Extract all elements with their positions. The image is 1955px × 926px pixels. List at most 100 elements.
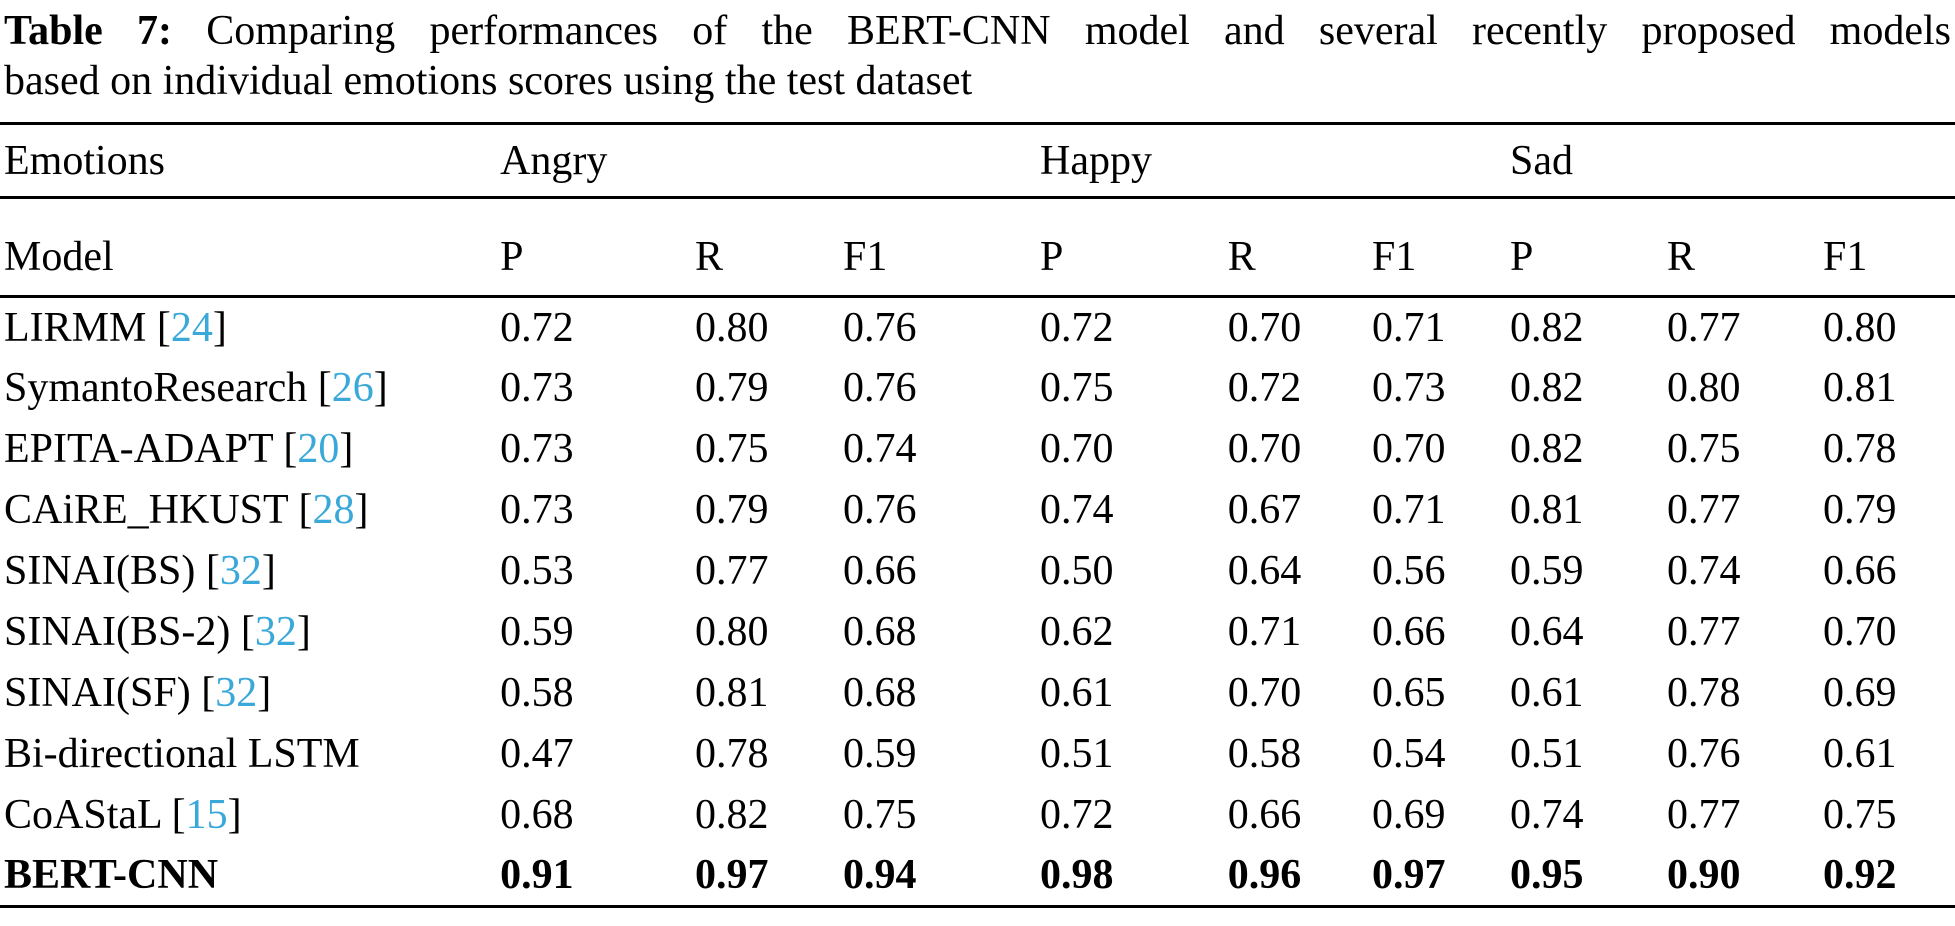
model-cell: SINAI(BS-2) [32] — [0, 602, 500, 663]
value-cell: 0.69 — [1371, 792, 1446, 838]
happy-p-header: P — [1040, 234, 1064, 280]
caption-line-2: based on individual emotions scores usin… — [4, 58, 973, 104]
model-name: LIRMM — [4, 304, 147, 351]
value-cell: 0.62 — [1040, 609, 1114, 655]
value-cell: 0.72 — [1040, 304, 1114, 351]
table-row: SymantoResearch [26] 0.73 0.79 0.76 0.75… — [0, 358, 1955, 419]
citation-link[interactable]: [32] — [240, 609, 311, 655]
value-cell: 0.77 — [1666, 487, 1741, 533]
value-cell: 0.81 — [1822, 365, 1897, 411]
citation-link[interactable]: [32] — [201, 670, 272, 716]
citation-number: 24 — [170, 304, 213, 351]
model-name: SINAI(BS-2) — [4, 609, 231, 655]
value-cell: 0.82 — [1510, 304, 1584, 351]
model-name: SymantoResearch — [4, 365, 308, 411]
value-cell: 0.71 — [1227, 609, 1302, 655]
model-cell: Bi-directional LSTM — [0, 724, 500, 785]
value-cell: 0.74 — [1510, 792, 1584, 838]
value-cell: 0.73 — [500, 487, 574, 533]
value-cell: 0.77 — [1666, 304, 1741, 351]
value-cell: 0.80 — [695, 304, 769, 351]
model-name: CoAStaL — [4, 792, 162, 838]
value-cell: 0.74 — [1040, 487, 1114, 533]
table-row: BERT-CNN 0.91 0.97 0.94 0.98 0.96 0.97 0… — [0, 846, 1955, 907]
metric-header-row: Model P R F1 P R F1 P R F1 — [0, 198, 1955, 297]
value-cell: 0.61 — [1040, 670, 1114, 716]
value-cell: 0.58 — [1227, 731, 1302, 777]
value-cell: 0.68 — [842, 609, 917, 655]
value-cell: 0.80 — [1822, 304, 1897, 351]
model-name: EPITA-ADAPT — [4, 426, 273, 472]
citation-link[interactable]: [26] — [317, 365, 388, 411]
citation-link[interactable]: [15] — [171, 792, 242, 838]
citation-link[interactable]: [28] — [298, 487, 369, 533]
value-cell: 0.69 — [1822, 670, 1897, 716]
table-row: EPITA-ADAPT [20] 0.73 0.75 0.74 0.70 0.7… — [0, 419, 1955, 480]
value-cell: 0.70 — [1371, 426, 1446, 472]
value-cell: 0.59 — [1510, 548, 1584, 594]
table-row: LIRMM [24] 0.72 0.80 0.76 0.72 0.70 0.71… — [0, 297, 1955, 358]
value-cell: 0.59 — [842, 731, 917, 777]
model-header: Model — [4, 234, 114, 280]
results-table: Emotions Angry Happy Sad Model P R F1 P … — [0, 122, 1955, 908]
value-cell: 0.71 — [1371, 304, 1446, 351]
value-cell: 0.64 — [1510, 609, 1584, 655]
value-cell: 0.72 — [1040, 792, 1114, 838]
value-cell: 0.68 — [500, 792, 574, 838]
citation-number: 32 — [219, 548, 262, 594]
caption-label: Table 7: — [4, 8, 173, 54]
value-cell: 0.73 — [500, 365, 574, 411]
table-row: Bi-directional LSTM 0.47 0.78 0.59 0.51 … — [0, 724, 1955, 785]
value-cell: 0.81 — [1510, 487, 1584, 533]
value-cell: 0.70 — [1227, 304, 1302, 351]
group-header-sad: Sad — [1510, 137, 1573, 184]
value-cell: 0.95 — [1510, 852, 1584, 899]
happy-r-header: R — [1227, 234, 1256, 280]
citation-link[interactable]: [32] — [205, 548, 276, 594]
value-cell: 0.50 — [1040, 548, 1114, 594]
table-row: SINAI(BS) [32] 0.53 0.77 0.66 0.50 0.64 … — [0, 541, 1955, 602]
value-cell: 0.75 — [1666, 426, 1741, 472]
value-cell: 0.61 — [1510, 670, 1584, 716]
value-cell: 0.66 — [1227, 792, 1302, 838]
value-cell: 0.81 — [695, 670, 769, 716]
value-cell: 0.76 — [1666, 731, 1741, 777]
group-header-happy: Happy — [1040, 137, 1153, 184]
value-cell: 0.61 — [1822, 731, 1897, 777]
value-cell: 0.82 — [1510, 426, 1584, 472]
value-cell: 0.76 — [842, 365, 917, 411]
table-row: CAiRE_HKUST [28] 0.73 0.79 0.76 0.74 0.6… — [0, 480, 1955, 541]
model-cell: EPITA-ADAPT [20] — [0, 419, 500, 480]
value-cell: 0.78 — [1666, 670, 1741, 716]
value-cell: 0.97 — [1371, 852, 1446, 899]
value-cell: 0.56 — [1371, 548, 1446, 594]
value-cell: 0.71 — [1371, 487, 1446, 533]
value-cell: 0.92 — [1822, 852, 1897, 899]
value-cell: 0.53 — [500, 548, 574, 594]
angry-r-header: R — [695, 234, 724, 280]
value-cell: 0.66 — [842, 548, 917, 594]
value-cell: 0.72 — [500, 304, 574, 351]
value-cell: 0.70 — [1227, 426, 1302, 472]
emotions-header: Emotions — [4, 137, 166, 184]
value-cell: 0.54 — [1371, 731, 1446, 777]
citation-link[interactable]: [24] — [156, 304, 227, 351]
value-cell: 0.70 — [1227, 670, 1302, 716]
value-cell: 0.66 — [1822, 548, 1897, 594]
table-row: CoAStaL [15] 0.68 0.82 0.75 0.72 0.66 0.… — [0, 785, 1955, 846]
value-cell: 0.78 — [1822, 426, 1897, 472]
model-name: SINAI(SF) — [4, 670, 191, 716]
value-cell: 0.51 — [1040, 731, 1114, 777]
model-cell: SINAI(BS) [32] — [0, 541, 500, 602]
value-cell: 0.98 — [1040, 852, 1114, 899]
value-cell: 0.59 — [500, 609, 574, 655]
table-row: SINAI(BS-2) [32] 0.59 0.80 0.68 0.62 0.7… — [0, 602, 1955, 663]
value-cell: 0.77 — [1666, 792, 1741, 838]
table-row: SINAI(SF) [32] 0.58 0.81 0.68 0.61 0.70 … — [0, 663, 1955, 724]
value-cell: 0.82 — [1510, 365, 1584, 411]
value-cell: 0.70 — [1822, 609, 1897, 655]
value-cell: 0.75 — [1040, 365, 1114, 411]
citation-link[interactable]: [20] — [283, 426, 354, 472]
value-cell: 0.91 — [500, 852, 574, 899]
value-cell: 0.79 — [1822, 487, 1897, 533]
